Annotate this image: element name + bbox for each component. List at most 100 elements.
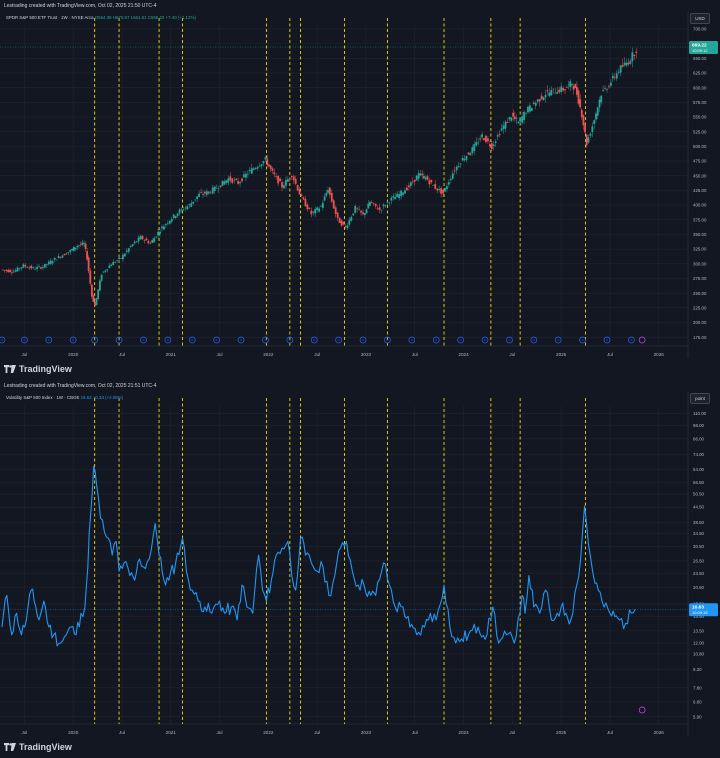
candle-body [532, 102, 535, 104]
candle-body [467, 152, 470, 155]
candle-body [258, 165, 261, 167]
candle-body [166, 223, 169, 224]
candle-body [564, 89, 566, 91]
tradingview-brand-top[interactable]: TradingView [4, 364, 72, 374]
candle-body [159, 231, 161, 234]
candle-body [205, 191, 208, 195]
spy-chart-panel[interactable]: 175.00 200.00 225.00 250.00 275.00 300.00 325.… [0, 12, 720, 358]
candle-body [196, 196, 199, 200]
candle-body [112, 261, 115, 266]
candle-body [292, 176, 295, 181]
candle-body [529, 105, 531, 112]
candle-body [209, 192, 212, 194]
y-tick-label: 175.00 [693, 335, 707, 340]
unit-button[interactable]: point [690, 393, 710, 404]
candle-body [382, 204, 385, 207]
candle-body [239, 182, 241, 184]
dividend-marker-icon [530, 336, 538, 344]
x-tick-label: 2023 [361, 730, 372, 735]
candle-body [74, 247, 77, 250]
y-tick-label: 350.00 [693, 232, 707, 237]
candle-body [290, 176, 293, 178]
candle-body [81, 242, 84, 245]
candle-body [330, 192, 333, 202]
candle-body [38, 266, 40, 267]
candle-body [104, 270, 107, 272]
candle-body [178, 209, 181, 214]
candle-body [490, 143, 493, 150]
dividend-marker-icon [45, 336, 53, 344]
candle-body [106, 269, 109, 271]
tradingview-brand-text-top: TradingView [19, 364, 72, 374]
candle-body [372, 203, 375, 204]
candle-body [448, 182, 450, 185]
candle-body [22, 264, 25, 268]
candle-body [320, 205, 322, 207]
candle-body [302, 197, 305, 200]
candle-body [598, 99, 601, 108]
dividend-marker-icon [384, 336, 391, 344]
candle-body [438, 188, 441, 191]
candle-body [281, 182, 283, 188]
spy-chart[interactable]: 175.00 200.00 225.00 250.00 275.00 300.00 325.… [0, 12, 720, 358]
candle-body [5, 269, 8, 271]
vix-legend: Volatility S&P 500 Index · 1W · CBOE 16.… [6, 395, 123, 400]
top-header-bar: Lestrading created with TradingView.com,… [0, 0, 720, 12]
candle-body [496, 135, 499, 137]
candle-body [266, 159, 269, 166]
candle-body [227, 178, 230, 183]
candle-body [400, 190, 402, 196]
candle-body [65, 253, 68, 255]
candle-body [90, 284, 93, 297]
candle-body [613, 76, 616, 78]
candle-body [378, 207, 381, 210]
dividend-marker-icon [164, 336, 172, 344]
y-tick-label: 110.00 [693, 411, 707, 416]
upcoming-event-icon [638, 336, 646, 344]
dividend-marker-icon [628, 336, 635, 344]
candle-body [141, 235, 144, 240]
candle-body [571, 83, 573, 85]
candle-body [147, 241, 150, 244]
y-tick-label: 300.00 [693, 261, 707, 266]
dividend-marker-icon [0, 336, 6, 344]
bottom-footer: TradingView [0, 736, 720, 758]
candle-body [124, 253, 126, 257]
x-tick-label: Jul [21, 352, 27, 357]
vix-chart[interactable]: 5.906.807.809.3010.8012.0013.5015.5017.5… [0, 392, 720, 736]
currency-button[interactable]: USD [690, 13, 710, 24]
candle-body [392, 196, 395, 198]
candle-body [323, 196, 326, 201]
candle-body [43, 263, 46, 268]
x-tick-label: 2025 [556, 352, 567, 357]
candle-body [569, 81, 572, 87]
candle-body [591, 126, 594, 132]
candle-body [477, 142, 480, 144]
candle-body [430, 179, 433, 183]
y-tick-label: 23.50 [693, 571, 705, 576]
candle-body [611, 75, 614, 79]
candle-body [219, 185, 222, 188]
candle-body [217, 188, 220, 190]
tradingview-logo-icon [4, 742, 16, 751]
candle-body [100, 274, 103, 281]
candle-body [180, 209, 183, 210]
candle-body [310, 210, 313, 215]
candle-body [352, 213, 355, 216]
candle-body [55, 259, 58, 261]
candle-body [135, 241, 138, 243]
y-tick-label: 15.50 [693, 614, 705, 619]
dividend-marker-icon [603, 336, 611, 344]
y-tick-label: 275.00 [693, 276, 707, 281]
candle-body [137, 237, 140, 242]
tradingview-brand-bottom[interactable]: TradingView [4, 742, 72, 752]
candle-body [40, 267, 42, 269]
candle-body [256, 166, 259, 169]
x-tick-label: Jul [607, 730, 613, 735]
dividend-marker-icon [457, 336, 464, 344]
vix-chart-panel[interactable]: 5.906.807.809.3010.8012.0013.5015.5017.5… [0, 392, 720, 736]
y-tick-label: 225.00 [693, 305, 707, 310]
candle-body [473, 144, 476, 151]
dividend-marker-icon [91, 336, 99, 344]
candle-body [304, 199, 307, 207]
